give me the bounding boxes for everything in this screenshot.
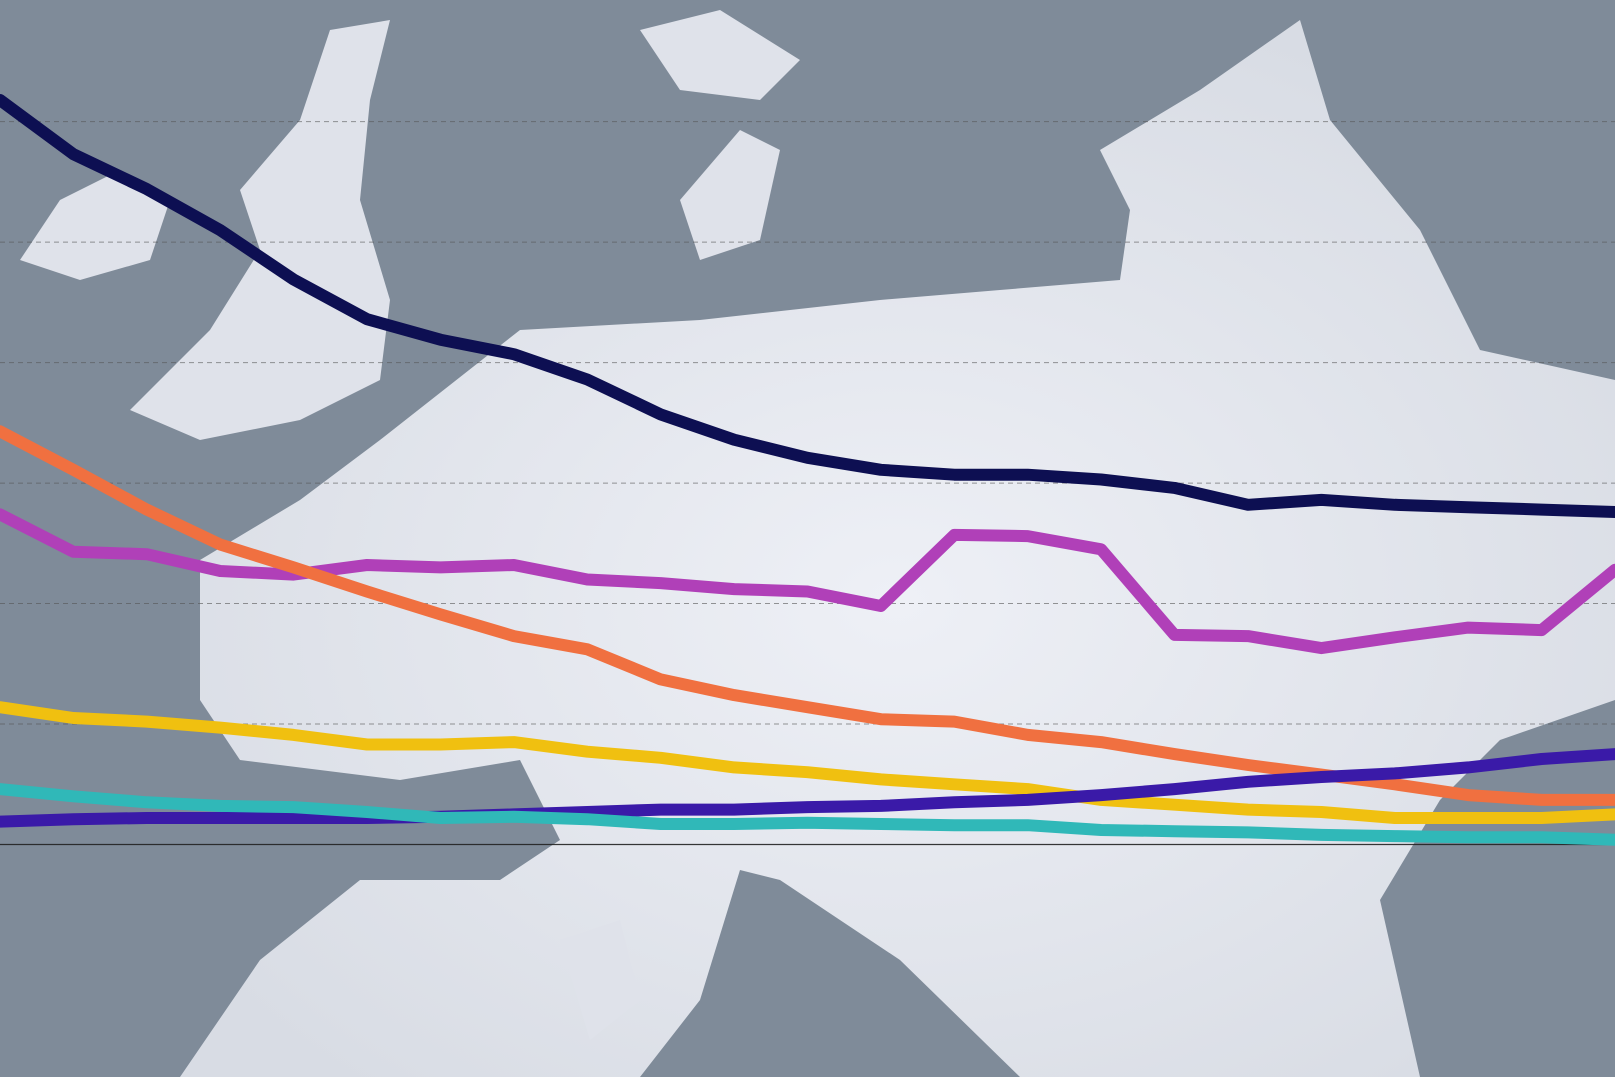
series-line (0, 748, 1615, 828)
series-line (0, 701, 1615, 824)
series-line (0, 508, 1615, 655)
series-line (0, 94, 1615, 518)
series-line (0, 783, 1615, 846)
